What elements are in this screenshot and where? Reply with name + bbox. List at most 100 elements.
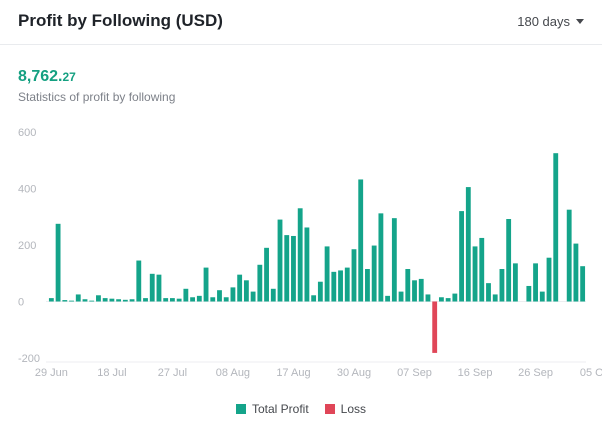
- profit-bar: [190, 297, 196, 302]
- y-tick-label: 200: [18, 240, 36, 252]
- profit-bar: [291, 235, 296, 302]
- chart-legend: Total Profit Loss: [0, 402, 602, 416]
- x-tick-label: 29 Jun: [35, 367, 68, 379]
- profit-bar: [539, 291, 545, 302]
- profit-bar: [324, 246, 330, 302]
- profit-bar: [264, 247, 269, 302]
- x-tick-label: 27 Jul: [158, 367, 187, 379]
- total-integer: 8,762.: [18, 68, 63, 85]
- profit-bar: [149, 273, 155, 302]
- profit-bar: [526, 285, 532, 302]
- profit-bar: [75, 294, 81, 302]
- profit-bar: [176, 298, 182, 302]
- x-tick-label: 16 Sep: [458, 367, 493, 379]
- profit-bar: [378, 213, 384, 302]
- loss-swatch-icon: [324, 404, 335, 414]
- profit-bar: [438, 297, 444, 302]
- profit-bar: [506, 219, 512, 302]
- profit-bar-chart: -200 0 200 400 600 29 Jun 18 Jul 27 Jul 08 Aug 17…: [18, 127, 602, 379]
- profit-bar: [317, 281, 323, 302]
- profit-bar: [196, 295, 202, 302]
- profit-bar: [156, 274, 162, 302]
- chart-subtitle: Statistics of profit by following: [18, 90, 176, 104]
- profit-bar: [116, 299, 122, 302]
- profit-bar: [398, 291, 404, 302]
- profit-bar: [237, 274, 243, 302]
- profit-bar: [580, 266, 586, 302]
- profit-bar: [169, 298, 175, 302]
- y-tick-label: 600: [18, 127, 36, 139]
- legend-item-loss[interactable]: Loss: [324, 402, 367, 416]
- profit-bar: [122, 299, 128, 302]
- profit-bar: [129, 299, 135, 302]
- profit-bar: [459, 211, 465, 302]
- profit-bar: [486, 283, 491, 302]
- profit-bar: [257, 264, 263, 302]
- profit-bar: [553, 153, 559, 302]
- profit-bar: [405, 269, 411, 302]
- profit-bar: [96, 295, 101, 302]
- profit-bar: [412, 280, 417, 302]
- profit-bar: [566, 209, 572, 302]
- profit-bar: [270, 288, 276, 302]
- profit-bar: [358, 179, 364, 302]
- profit-bar: [365, 269, 370, 302]
- profit-bar: [465, 187, 471, 302]
- profit-bar: [385, 295, 391, 302]
- profit-bar: [533, 263, 538, 302]
- profit-bar: [304, 227, 310, 302]
- profit-bar: [48, 298, 54, 302]
- profit-bar: [55, 223, 61, 302]
- x-tick-label: 17 Aug: [276, 367, 310, 379]
- profit-bar: [183, 288, 189, 302]
- profit-bar: [284, 235, 290, 302]
- profit-bar: [297, 208, 303, 302]
- profit-bar: [338, 270, 343, 302]
- profit-bar: [277, 219, 283, 302]
- profit-bar: [82, 299, 88, 302]
- profit-bar: [62, 300, 68, 302]
- total-decimal: 27: [62, 70, 76, 84]
- profit-bar: [371, 245, 377, 302]
- y-tick-label: -200: [18, 353, 40, 365]
- legend-item-profit[interactable]: Total Profit: [235, 402, 309, 416]
- profit-bar: [512, 263, 518, 302]
- profit-bar: [351, 249, 357, 302]
- legend-profit-label: Total Profit: [251, 402, 309, 416]
- legend-loss-label: Loss: [340, 402, 367, 416]
- profit-bar: [418, 278, 424, 302]
- profit-bar: [109, 298, 115, 302]
- x-tick-label: 08 Aug: [216, 367, 250, 379]
- profit-bar: [311, 295, 317, 302]
- profit-swatch-icon: [235, 404, 246, 414]
- profit-bar: [425, 294, 431, 302]
- y-tick-label: 0: [18, 297, 24, 309]
- profit-bar: [472, 246, 478, 302]
- x-tick-label: 05 Oct: [580, 367, 602, 379]
- profit-bar: [546, 257, 552, 302]
- profit-bar: [136, 260, 142, 302]
- range-dropdown[interactable]: 180 days: [517, 14, 584, 29]
- x-tick-label: 18 Jul: [97, 367, 126, 379]
- card-header: Profit by Following (USD) 180 days: [0, 0, 602, 45]
- profit-bar: [143, 298, 148, 302]
- profit-bar: [230, 287, 236, 302]
- profit-bar: [217, 290, 222, 302]
- profit-bar: [243, 280, 249, 302]
- profit-bar: [499, 269, 505, 302]
- profit-bar: [210, 297, 216, 302]
- x-tick-label: 26 Sep: [518, 367, 553, 379]
- profit-bar: [163, 298, 169, 302]
- profit-bar: [250, 291, 256, 302]
- y-tick-label: 400: [18, 184, 36, 196]
- profit-bar: [203, 267, 209, 302]
- x-tick-label: 07 Sep: [397, 367, 432, 379]
- profit-bar: [344, 267, 350, 302]
- profit-bar: [445, 298, 451, 302]
- x-tick-label: 30 Aug: [337, 367, 371, 379]
- range-label: 180 days: [517, 14, 570, 29]
- profit-bar: [391, 218, 397, 302]
- profit-bar: [479, 237, 485, 302]
- profit-bar: [223, 297, 229, 302]
